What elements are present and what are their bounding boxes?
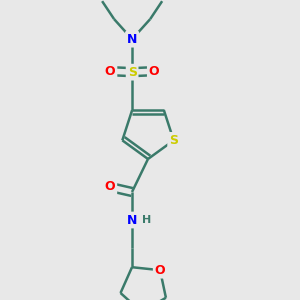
Text: N: N bbox=[127, 33, 137, 46]
Text: N: N bbox=[127, 214, 137, 226]
Text: O: O bbox=[155, 264, 165, 277]
Text: H: H bbox=[142, 215, 151, 225]
Text: O: O bbox=[105, 181, 115, 194]
Text: O: O bbox=[105, 65, 116, 78]
Text: S: S bbox=[128, 66, 136, 79]
Text: S: S bbox=[169, 134, 178, 147]
Text: O: O bbox=[149, 65, 159, 78]
